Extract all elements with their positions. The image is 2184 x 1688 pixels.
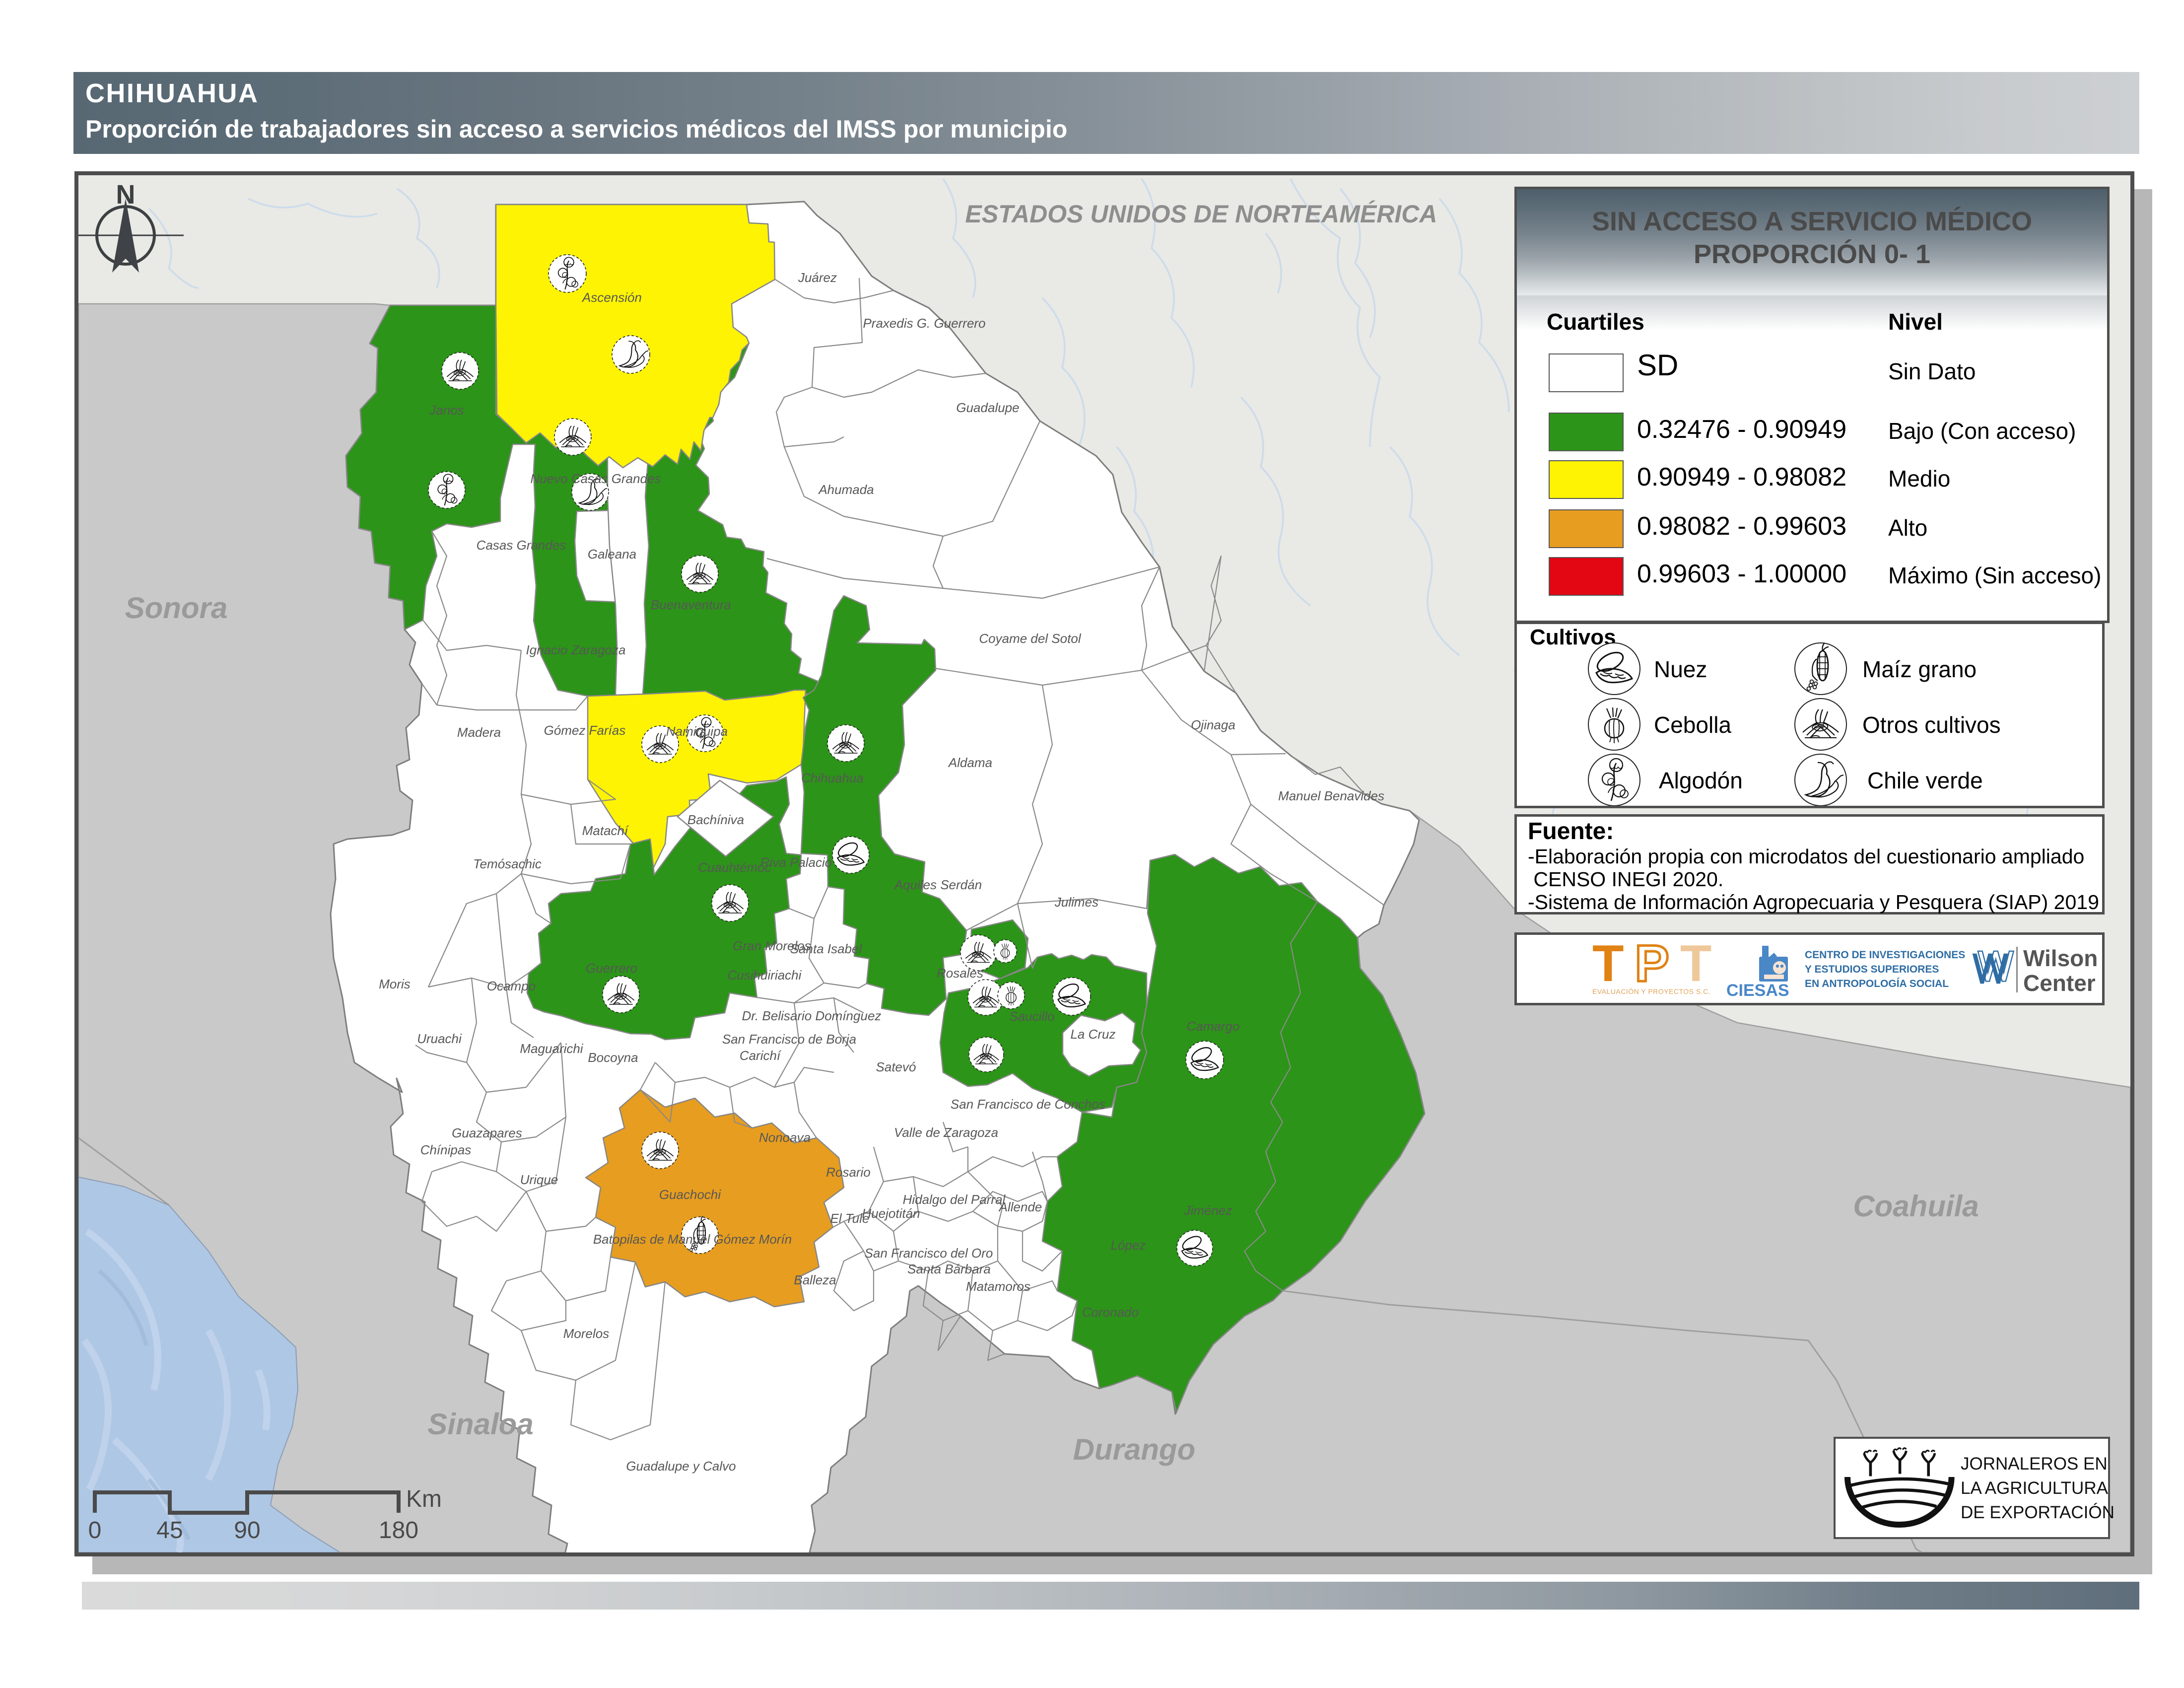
svg-text:San Francisco de Borja: San Francisco de Borja <box>722 1032 856 1047</box>
svg-text:Guadalupe: Guadalupe <box>956 400 1019 415</box>
svg-text:Maguarichi: Maguarichi <box>520 1041 583 1056</box>
svg-text:Urique: Urique <box>520 1172 558 1187</box>
svg-text:Janos: Janos <box>429 403 464 418</box>
svg-text:San Francisco del Oro: San Francisco del Oro <box>865 1246 993 1261</box>
svg-text:Juárez: Juárez <box>798 270 837 285</box>
svg-text:Coyame del Sotol: Coyame del Sotol <box>979 631 1081 646</box>
svg-text:Carichí: Carichí <box>740 1048 782 1063</box>
svg-text:Aldama: Aldama <box>948 755 992 770</box>
svg-text:Manuel Benavides: Manuel Benavides <box>1278 788 1384 803</box>
svg-text:Rosario: Rosario <box>826 1165 871 1180</box>
svg-text:El Tule: El Tule <box>830 1211 870 1226</box>
svg-text:Guachochi: Guachochi <box>659 1187 722 1202</box>
svg-text:Dr. Belisario Domínguez: Dr. Belisario Domínguez <box>742 1008 882 1023</box>
svg-text:Namiquipa: Namiquipa <box>666 724 728 739</box>
svg-text:Guerrero: Guerrero <box>586 961 637 976</box>
svg-text:ESTADOS UNIDOS DE NORTEAMÉRICA: ESTADOS UNIDOS DE NORTEAMÉRICA <box>965 200 1437 228</box>
svg-text:Sinaloa: Sinaloa <box>427 1407 533 1441</box>
svg-text:Matachí: Matachí <box>582 823 629 838</box>
svg-text:Rosales: Rosales <box>937 966 983 981</box>
svg-text:Maíz grano: Maíz grano <box>1862 656 1977 682</box>
svg-text:Riva Palacio: Riva Palacio <box>760 855 832 870</box>
svg-text:Huejotitán: Huejotitán <box>862 1206 920 1221</box>
svg-text:Satevó: Satevó <box>876 1059 916 1074</box>
svg-text:0: 0 <box>88 1517 102 1544</box>
svg-text:Gómez Farías: Gómez Farías <box>544 723 626 738</box>
svg-text:Saucillo: Saucillo <box>1009 1009 1054 1024</box>
svg-text:Gran Morelos: Gran Morelos <box>733 938 811 953</box>
svg-text:Sonora: Sonora <box>125 591 228 625</box>
svg-text:Nonoava: Nonoava <box>759 1130 811 1145</box>
svg-text:Casas Grandes: Casas Grandes <box>477 538 566 553</box>
svg-text:Santa Isabel: Santa Isabel <box>790 941 863 956</box>
svg-text:Aquiles Serdán: Aquiles Serdán <box>893 877 982 892</box>
svg-text:Cusihuiriachi: Cusihuiriachi <box>728 968 802 983</box>
svg-text:Ascensión: Ascensión <box>581 290 642 305</box>
svg-text:Julimes: Julimes <box>1054 895 1098 910</box>
svg-text:Camargo: Camargo <box>1187 1019 1240 1034</box>
svg-text:Valle de Zaragoza: Valle de Zaragoza <box>894 1125 998 1140</box>
svg-text:90: 90 <box>234 1517 260 1544</box>
svg-text:Km: Km <box>406 1486 442 1512</box>
svg-text:Bocoyna: Bocoyna <box>588 1050 638 1065</box>
svg-text:Chile verde: Chile verde <box>1867 768 1983 793</box>
svg-text:Nuevo Casas Grandes: Nuevo Casas Grandes <box>530 471 661 486</box>
svg-text:Ignacio Zaragoza: Ignacio Zaragoza <box>526 642 626 657</box>
svg-text:Allende: Allende <box>998 1199 1042 1214</box>
svg-text:Nuez: Nuez <box>1654 656 1707 682</box>
svg-text:CIESAS: CIESAS <box>1726 981 1789 998</box>
svg-text:Cuauhtémoc: Cuauhtémoc <box>698 860 771 875</box>
svg-text:Temósachic: Temósachic <box>473 856 542 871</box>
svg-text:Moris: Moris <box>379 977 410 991</box>
svg-text:López: López <box>1111 1238 1146 1253</box>
svg-text:180: 180 <box>379 1517 418 1544</box>
svg-text:Jiménez: Jiménez <box>1184 1203 1232 1218</box>
svg-text:Ahumada: Ahumada <box>818 482 874 497</box>
svg-text:Galeana: Galeana <box>588 547 636 562</box>
svg-text:Madera: Madera <box>457 725 501 740</box>
svg-text:Bachíniva: Bachíniva <box>687 812 744 827</box>
svg-text:Coronado: Coronado <box>1082 1305 1139 1320</box>
svg-text:La Cruz: La Cruz <box>1070 1027 1115 1042</box>
svg-text:Batopilas de Manuel Gómez Morí: Batopilas de Manuel Gómez Morín <box>593 1232 792 1247</box>
svg-text:Uruachi: Uruachi <box>417 1031 462 1046</box>
svg-text:Hidalgo del Parral: Hidalgo del Parral <box>903 1192 1006 1207</box>
svg-text:Otros cultivos: Otros cultivos <box>1862 712 2001 738</box>
svg-text:Chihuahua: Chihuahua <box>801 771 864 785</box>
svg-text:Morelos: Morelos <box>563 1326 609 1341</box>
svg-text:Guadalupe y Calvo: Guadalupe y Calvo <box>626 1459 736 1474</box>
svg-text:Santa Bárbara: Santa Bárbara <box>907 1262 991 1276</box>
svg-text:Algodón: Algodón <box>1659 768 1743 793</box>
svg-text:Cebolla: Cebolla <box>1654 712 1731 738</box>
svg-text:Guazapares: Guazapares <box>452 1125 522 1140</box>
svg-text:45: 45 <box>156 1517 183 1544</box>
svg-text:Buenaventura: Buenaventura <box>651 597 731 612</box>
svg-text:San Francisco de Conchos: San Francisco de Conchos <box>951 1097 1105 1112</box>
svg-text:Durango: Durango <box>1073 1433 1196 1466</box>
svg-text:Ojinaga: Ojinaga <box>1191 717 1235 732</box>
svg-text:Chínipas: Chínipas <box>420 1142 472 1157</box>
svg-text:Praxedis G. Guerrero: Praxedis G. Guerrero <box>863 316 985 331</box>
svg-text:Coahuila: Coahuila <box>1853 1190 1979 1223</box>
svg-text:Balleza: Balleza <box>794 1272 836 1287</box>
svg-text:Matamoros: Matamoros <box>966 1279 1030 1294</box>
svg-text:Ocampo: Ocampo <box>487 979 536 993</box>
